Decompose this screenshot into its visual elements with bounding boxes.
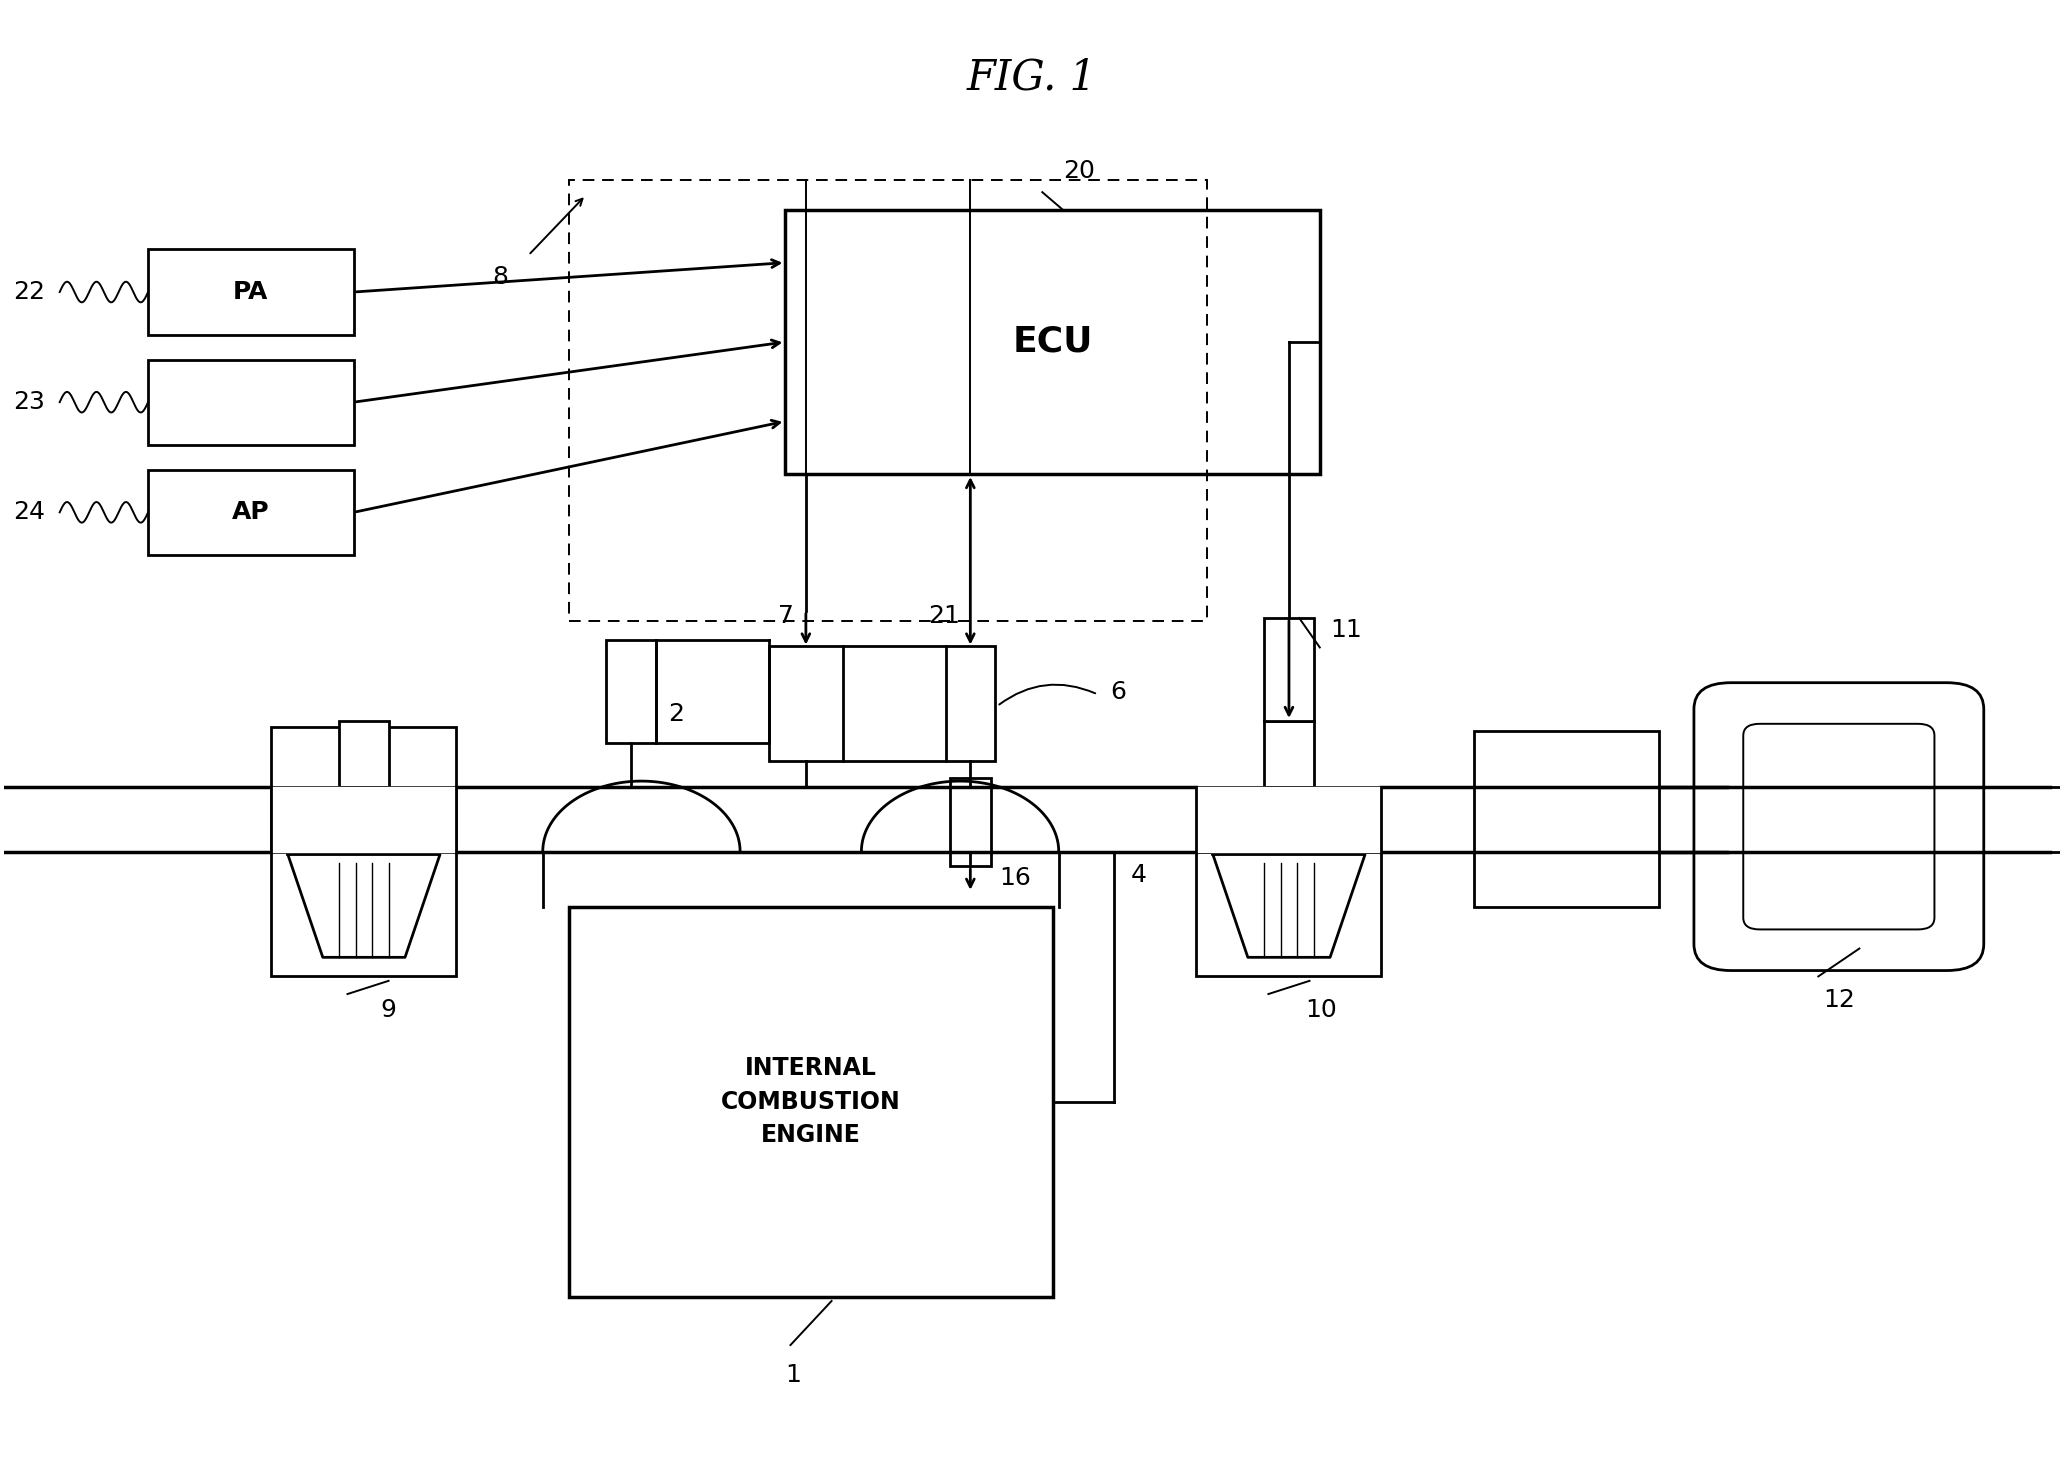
Bar (149, 470, 353, 555)
Bar (784, 210, 1319, 474)
Bar (1474, 731, 1659, 907)
Bar (949, 778, 991, 867)
Text: FIG. 1: FIG. 1 (966, 56, 1098, 99)
Text: 12: 12 (1823, 988, 1856, 1012)
Text: AP: AP (231, 501, 270, 524)
Text: 7: 7 (778, 604, 793, 628)
Bar (1197, 852, 1381, 976)
Text: 21: 21 (929, 604, 960, 628)
Bar (570, 907, 1053, 1297)
Text: 24: 24 (12, 501, 45, 524)
Bar (270, 727, 456, 976)
Text: 9: 9 (380, 998, 396, 1022)
Text: 4: 4 (1131, 864, 1148, 888)
Bar (945, 645, 995, 761)
Text: 2: 2 (669, 702, 683, 725)
Text: 1: 1 (784, 1363, 801, 1387)
Text: 8: 8 (491, 266, 508, 289)
Bar (1265, 617, 1313, 721)
Bar (149, 359, 353, 445)
Bar (570, 180, 1207, 620)
Text: INTERNAL
COMBUSTION
ENGINE: INTERNAL COMBUSTION ENGINE (720, 1056, 900, 1148)
Text: 6: 6 (1110, 679, 1127, 703)
Bar (770, 645, 842, 761)
Bar (149, 250, 353, 335)
Text: PA: PA (233, 281, 268, 304)
Text: 22: 22 (12, 281, 45, 304)
Bar (338, 721, 388, 787)
Bar (1265, 721, 1313, 787)
Text: ECU: ECU (1011, 325, 1092, 359)
Text: 23: 23 (12, 390, 45, 414)
Text: 16: 16 (999, 867, 1032, 891)
FancyBboxPatch shape (1744, 724, 1934, 929)
Text: 11: 11 (1329, 617, 1362, 642)
Bar (607, 640, 656, 743)
Text: 20: 20 (1063, 160, 1094, 183)
FancyBboxPatch shape (1695, 682, 1984, 970)
Text: 10: 10 (1304, 998, 1337, 1022)
